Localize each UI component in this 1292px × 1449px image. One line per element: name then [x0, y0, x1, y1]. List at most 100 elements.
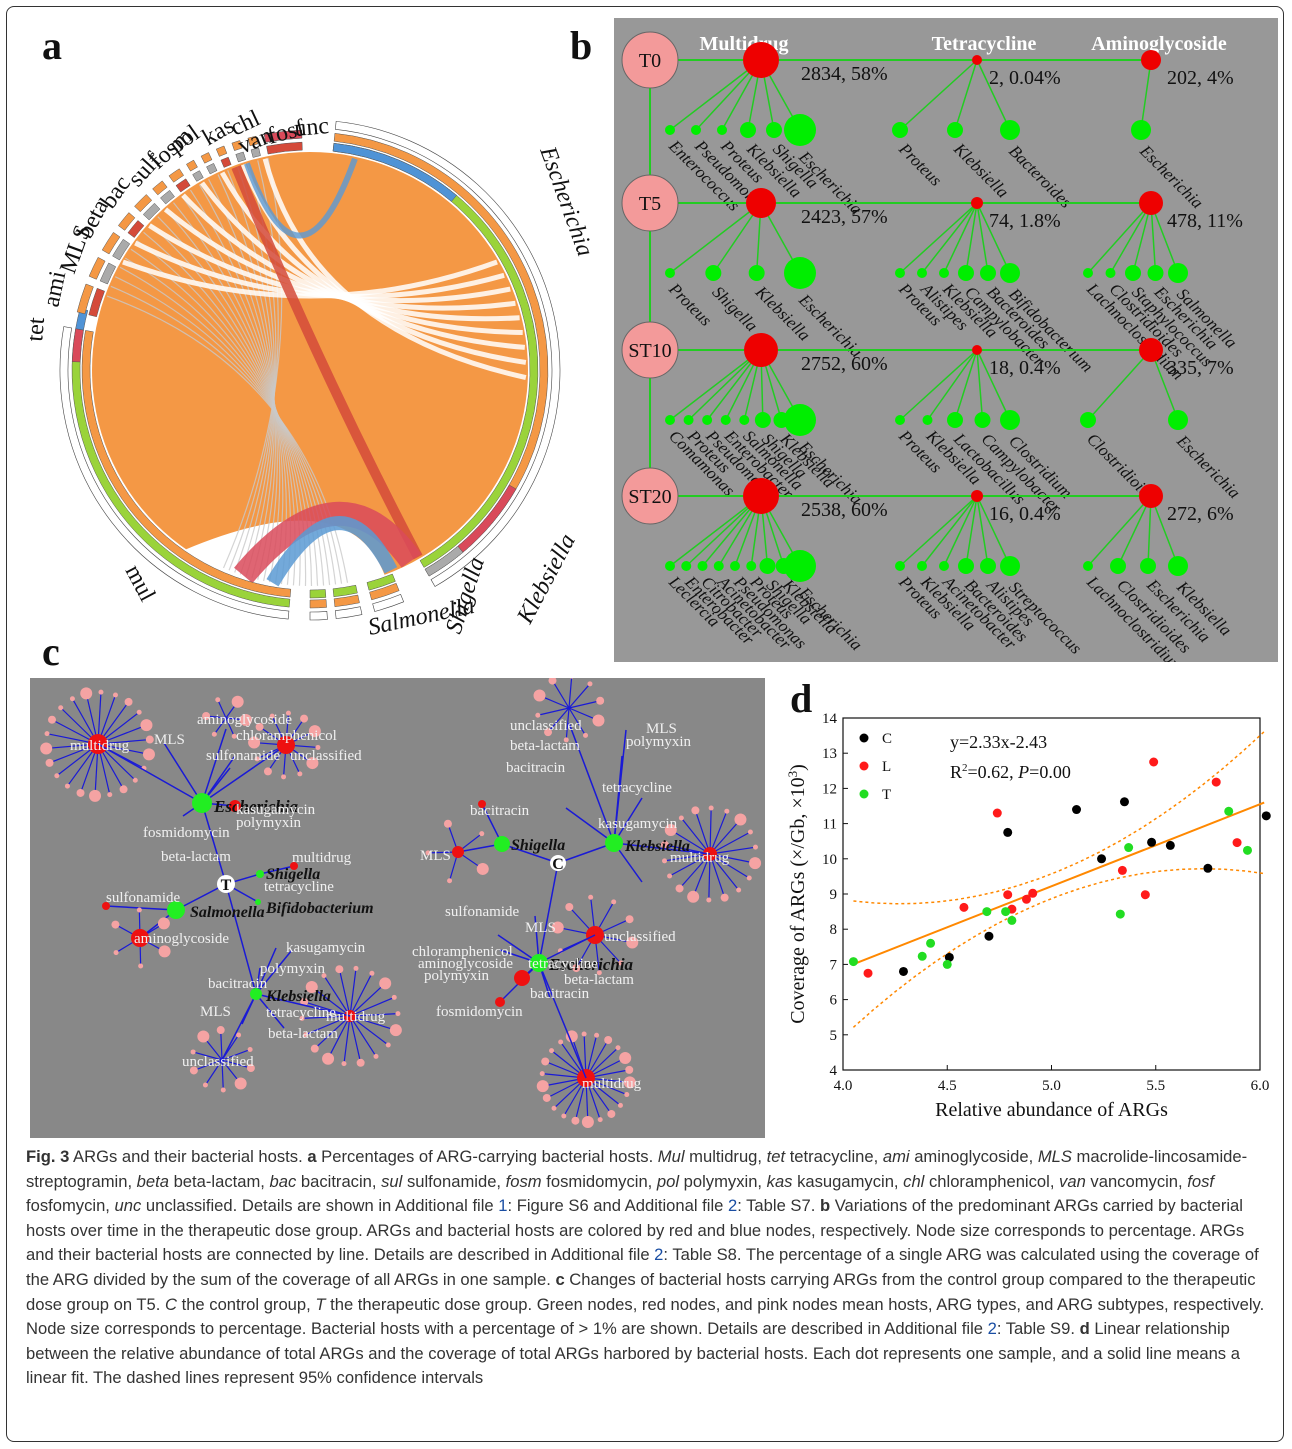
subtype-node — [132, 777, 138, 783]
arg-type-label: aminoglycoside — [134, 931, 229, 947]
chord-core — [92, 152, 528, 588]
arg-node — [1139, 191, 1163, 215]
arg-type-node — [514, 970, 530, 986]
data-point-C — [1003, 827, 1013, 837]
subtype-node — [285, 710, 291, 716]
legend-marker — [859, 789, 869, 799]
arg-node — [971, 197, 983, 209]
edge — [709, 853, 726, 898]
caption-link[interactable]: 2 — [654, 1245, 664, 1265]
equation-label: y=2.33x-2.43 — [950, 732, 1047, 752]
subtype-node — [211, 731, 217, 737]
legend-marker — [859, 761, 869, 771]
caption-abbrev-text: unclassified. — [141, 1196, 242, 1216]
arg-label: unc — [293, 113, 330, 142]
host-node — [1000, 120, 1020, 140]
chord-segment — [334, 606, 363, 619]
subtype-node — [45, 758, 54, 767]
data-point-L — [1232, 838, 1242, 848]
host-node — [250, 988, 262, 1000]
chord-segment — [332, 142, 539, 568]
group-label: C — [552, 856, 564, 873]
arg-type-label: unclassified — [604, 929, 676, 945]
arg-node — [972, 345, 982, 355]
chord-link — [244, 157, 358, 239]
host-node — [739, 415, 750, 425]
subtype-node — [425, 850, 431, 856]
host-edge — [899, 59, 978, 131]
subtype-node — [724, 808, 730, 814]
arg-type-label: sulfonamide — [445, 904, 519, 920]
chord-segment — [366, 573, 396, 591]
y-tick-label: 6 — [830, 993, 838, 1009]
arg-value: 202, 4% — [1167, 67, 1234, 89]
caption-text: : Table S9. — [996, 1319, 1080, 1339]
chord-segment — [152, 180, 168, 196]
edge — [709, 819, 741, 855]
edge — [538, 862, 559, 964]
arg-node — [971, 490, 983, 502]
host-edge — [1109, 202, 1152, 274]
edge — [568, 678, 573, 709]
host-node — [1125, 265, 1141, 281]
subtype-node — [571, 1116, 580, 1125]
arg-value: 335, 7% — [1167, 357, 1234, 379]
edge — [225, 883, 257, 995]
host-label: Escherichia — [534, 142, 598, 260]
data-point-L — [992, 808, 1002, 818]
arg-type-label: polymyxin — [626, 734, 692, 750]
caption-link[interactable]: 2 — [727, 1196, 738, 1216]
subtype-node — [479, 831, 485, 837]
edge — [259, 865, 295, 875]
host-edge — [976, 59, 1011, 131]
subtype-node — [189, 1066, 198, 1075]
chord-segment — [333, 594, 360, 607]
caption-text: the therapeutic dose group. Green nodes,… — [26, 1294, 1265, 1339]
subtype-node — [539, 1071, 545, 1077]
host-node — [958, 558, 974, 574]
edge — [349, 968, 357, 1017]
data-point-L — [1117, 865, 1127, 875]
time-node — [621, 467, 679, 525]
host-node — [746, 561, 757, 571]
host-edge — [669, 59, 762, 131]
host-node — [974, 412, 991, 428]
subtype-node — [248, 736, 261, 749]
subtype-node — [596, 696, 605, 705]
host-label: Escherichia — [213, 797, 299, 816]
caption-abbrev: beta — [136, 1171, 169, 1191]
caption-abbrev: tet — [766, 1147, 786, 1166]
subtype-node — [215, 697, 221, 703]
caption-c: c — [555, 1269, 565, 1289]
caption-text: Changes of bacterial hosts carrying ARGs… — [26, 1269, 1256, 1314]
chord-segment — [263, 129, 303, 143]
subtype-node — [231, 733, 237, 739]
subtype-node — [190, 1049, 196, 1055]
edge — [709, 853, 756, 864]
arg-type-node — [452, 846, 464, 858]
caption-link[interactable]: 2 — [987, 1319, 997, 1339]
arg-type-label: beta-lactam — [268, 1026, 338, 1042]
chord-segment — [175, 178, 191, 193]
arg-type-label: sulfonamide — [206, 748, 280, 764]
edge — [708, 853, 711, 901]
edge — [680, 817, 711, 855]
subtype-node — [581, 1031, 587, 1037]
subtype-node — [617, 1102, 623, 1108]
x-tick-label: 5.5 — [1146, 1078, 1165, 1094]
arg-type-label: tetracycline — [266, 1005, 336, 1021]
host-node — [947, 412, 963, 428]
host-edge — [1117, 495, 1152, 567]
chord-segment — [206, 163, 218, 175]
edge — [349, 1015, 397, 1031]
host-node — [665, 415, 675, 425]
caption-d: d — [1079, 1319, 1090, 1339]
host-edge — [669, 349, 762, 421]
caption-link[interactable]: 1 — [498, 1196, 508, 1216]
subtype-node — [112, 692, 118, 698]
host-node — [740, 122, 756, 138]
chord-segment — [142, 202, 161, 221]
caption-a: a — [307, 1147, 317, 1166]
caption-abbrev: fosf — [1187, 1171, 1215, 1191]
caption-text: Variations of the predominant ARGs carri… — [26, 1196, 1245, 1265]
